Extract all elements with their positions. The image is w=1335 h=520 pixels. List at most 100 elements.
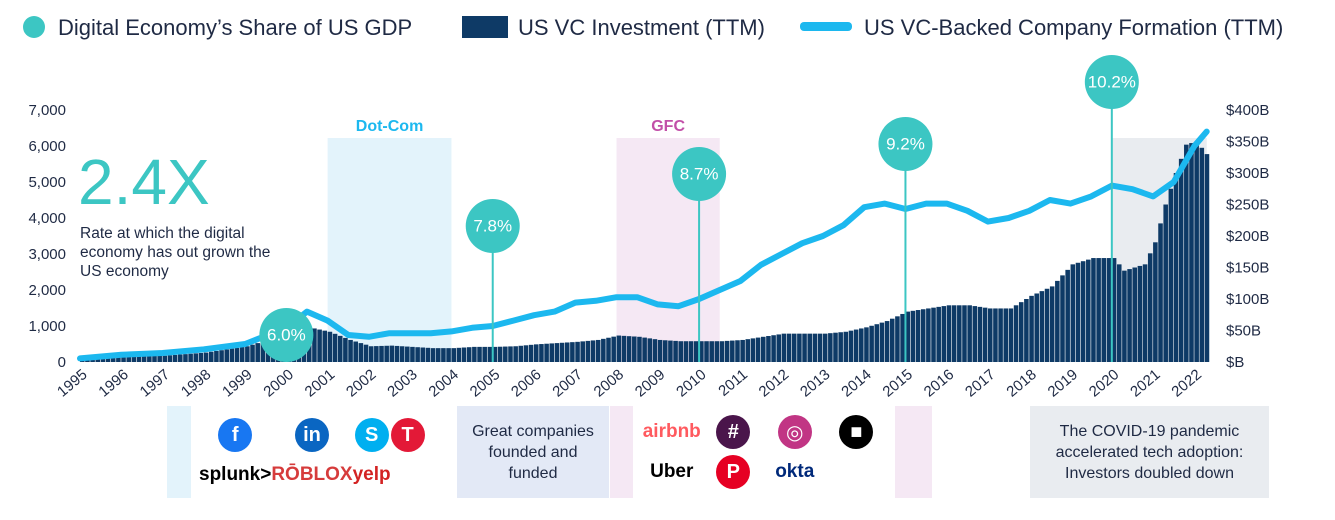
vc-investment-bar — [740, 339, 745, 362]
vc-investment-bar — [1091, 258, 1096, 362]
vc-investment-bar — [972, 306, 978, 362]
vc-investment-bar — [900, 313, 905, 362]
vc-investment-bar — [766, 336, 771, 362]
vc-investment-bar — [910, 310, 916, 362]
vc-investment-bar — [389, 345, 395, 362]
vc-investment-bar — [936, 306, 941, 362]
x-axis-tick: 2013 — [797, 366, 833, 400]
vc-investment-bar — [368, 346, 374, 362]
vc-investment-bar — [183, 354, 188, 362]
vc-investment-bar — [771, 335, 776, 362]
x-axis-tick: 2015 — [880, 366, 916, 400]
vc-investment-bar — [750, 338, 756, 362]
left-axis-tick: 4,000 — [28, 210, 66, 227]
legend-vc-investment-swatch — [462, 16, 508, 38]
vc-investment-bar — [926, 308, 931, 362]
vc-investment-bar — [1106, 258, 1112, 362]
legend-company-formation-label: US VC-Backed Company Formation (TTM) — [864, 15, 1283, 40]
vc-investment-bar — [348, 339, 353, 362]
vc-investment-bar — [374, 346, 379, 362]
vc-investment-bar — [497, 346, 503, 362]
growth-callout-value: 2.4X — [78, 146, 210, 218]
x-axis-tick: 2018 — [1003, 366, 1039, 400]
vc-investment-bar — [508, 346, 513, 362]
vc-investment-bar — [632, 336, 637, 362]
vc-investment-bar — [539, 344, 544, 362]
middle-text-panel: Great companies founded and funded — [457, 406, 609, 498]
uber-logo-icon: Uber — [650, 461, 694, 482]
vc-investment-bar — [709, 341, 714, 362]
vc-investment-bar — [456, 347, 462, 362]
gdp-share-bubble — [259, 308, 314, 362]
vc-investment-bar — [343, 337, 348, 362]
vc-investment-bar — [188, 353, 193, 362]
vc-investment-bar — [833, 332, 838, 362]
vc-investment-bar — [353, 341, 358, 362]
vc-investment-bar — [379, 345, 384, 362]
growth-callout-text: Rate at which the digital economy has ou… — [80, 225, 271, 280]
vc-investment-bar — [1147, 253, 1153, 362]
vc-investment-bar — [1204, 154, 1210, 362]
vc-investment-bar — [152, 356, 157, 362]
vc-investment-bar — [1111, 258, 1117, 362]
vc-investment-bar — [441, 348, 446, 362]
vc-investment-bar — [1137, 265, 1143, 362]
vc-investment-bar — [312, 328, 317, 362]
gdp-share-label: 7.8% — [473, 217, 512, 236]
vc-investment-bar — [446, 348, 451, 362]
gdp-share-label: 9.2% — [886, 135, 925, 154]
vc-investment-bar — [472, 346, 477, 362]
vc-investment-bar — [358, 343, 364, 362]
vc-investment-bar — [317, 329, 322, 362]
vc-investment-bar — [1003, 308, 1009, 362]
vc-investment-bar — [178, 354, 183, 362]
vc-investment-bar — [828, 333, 833, 362]
vc-investment-bar — [637, 336, 642, 362]
vc-investment-bar — [1070, 264, 1076, 362]
vc-investment-bar — [332, 333, 338, 362]
vc-investment-bar — [699, 341, 704, 362]
vc-investment-bar — [224, 349, 230, 362]
vc-investment-bar — [208, 351, 214, 362]
vc-investment-bar — [1080, 261, 1086, 362]
vc-investment-bar — [554, 343, 560, 362]
vc-investment-bar — [172, 354, 178, 362]
left-axis-tick: 0 — [58, 354, 66, 371]
left-axis-tick: 6,000 — [28, 138, 66, 155]
right-axis-tick: $200B — [1226, 228, 1269, 245]
instagram-logo-icon: ◎ — [777, 415, 812, 449]
vc-investment-bar — [534, 344, 539, 362]
x-axis-tick: 2005 — [467, 366, 503, 400]
vc-investment-bar — [879, 322, 885, 362]
vc-investment-bar — [822, 333, 828, 362]
vc-investment-bar — [363, 344, 369, 362]
vc-investment-bar — [1044, 288, 1050, 362]
x-axis-tick: 2001 — [302, 366, 338, 400]
vc-investment-bar — [1049, 286, 1055, 362]
vc-investment-bar — [590, 340, 596, 362]
vc-investment-bar — [657, 339, 663, 362]
vc-investment-bar — [322, 330, 328, 362]
vc-investment-bar — [915, 310, 921, 362]
vc-investment-bar — [678, 341, 684, 362]
vc-investment-bar — [662, 340, 668, 362]
vc-investment-bar — [1075, 262, 1081, 362]
right-axis-tick: $250B — [1226, 197, 1269, 214]
vc-investment-bar — [962, 305, 967, 362]
vc-investment-bar — [843, 331, 849, 362]
x-axis-tick: 2016 — [921, 366, 957, 400]
x-axis-tick: 2021 — [1127, 366, 1163, 400]
vc-investment-bar — [791, 333, 797, 362]
vc-investment-bar — [920, 309, 926, 362]
right-axis-tick: $50B — [1226, 323, 1261, 340]
vc-investment-bar — [616, 335, 622, 362]
covid-text: The COVID-19 pandemic accelerated tech a… — [1055, 422, 1244, 482]
vc-investment-bar — [327, 331, 333, 362]
vc-investment-bar — [1018, 302, 1024, 362]
vc-investment-bar — [802, 333, 807, 362]
x-axis-tick: 2011 — [715, 366, 751, 400]
vc-investment-bar — [461, 347, 467, 362]
vc-investment-bar — [410, 346, 415, 362]
vc-investment-bar — [755, 337, 761, 362]
